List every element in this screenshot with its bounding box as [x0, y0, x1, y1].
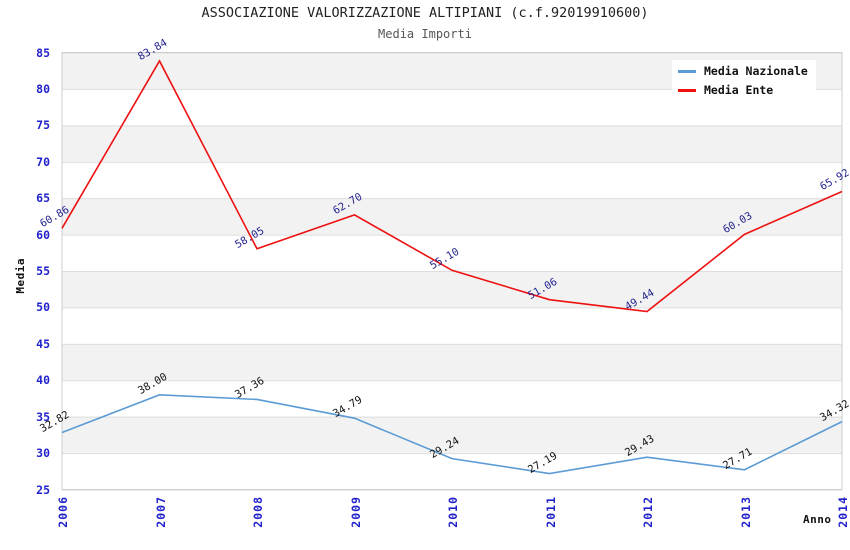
- plot-border: [61, 52, 843, 490]
- chart-subtitle: Media Importi: [378, 27, 472, 41]
- series-line: [61, 59, 843, 313]
- y-tick-label: 70: [36, 154, 50, 169]
- y-tick-label: 45: [36, 336, 50, 351]
- x-tick-label: 2012: [641, 496, 655, 528]
- x-axis-title: Anno: [803, 513, 832, 526]
- y-tick-label: 65: [36, 191, 50, 206]
- x-tick-label: 2006: [56, 496, 70, 528]
- y-tick-label: 50: [36, 300, 50, 315]
- y-tick-label: 80: [36, 81, 50, 96]
- gridline-bands: [62, 52, 842, 454]
- y-axis-title: Media: [14, 258, 27, 294]
- legend-item-media-nazionale[interactable]: Media Nazionale: [678, 64, 808, 78]
- x-tick-label: 2014: [836, 496, 850, 528]
- chart-title: ASSOCIAZIONE VALORIZZAZIONE ALTIPIANI (c…: [201, 5, 649, 21]
- legend-label-media-ente: Media Ente: [704, 83, 774, 97]
- y-tick-label: 60: [36, 227, 50, 242]
- y-tick-label: 40: [36, 373, 50, 388]
- y-tick-label: 85: [36, 45, 50, 60]
- series-lines: [61, 59, 843, 475]
- legend-swatch-media-nazionale: [678, 69, 696, 73]
- y-tick-label: 35: [36, 409, 50, 424]
- y-tick-label: 55: [36, 264, 50, 278]
- chart-legend: Media Nazionale Media Ente: [672, 60, 816, 101]
- series-line: [61, 394, 843, 475]
- x-tick-label: 2011: [543, 496, 558, 528]
- x-tick-label: 2007: [153, 496, 168, 528]
- y-tick-label: 30: [36, 446, 50, 461]
- legend-swatch-media-ente: [678, 88, 696, 92]
- legend-item-media-ente[interactable]: Media Ente: [678, 83, 808, 97]
- x-tick-label: 2013: [738, 496, 753, 528]
- y-tick-label: 25: [36, 482, 50, 497]
- x-tick-label: 2009: [348, 496, 363, 528]
- x-tick-label: 2010: [446, 496, 460, 528]
- legend-label-media-nazionale: Media Nazionale: [704, 64, 808, 78]
- x-tick-label: 2008: [251, 496, 265, 528]
- y-tick-label: 75: [36, 118, 50, 133]
